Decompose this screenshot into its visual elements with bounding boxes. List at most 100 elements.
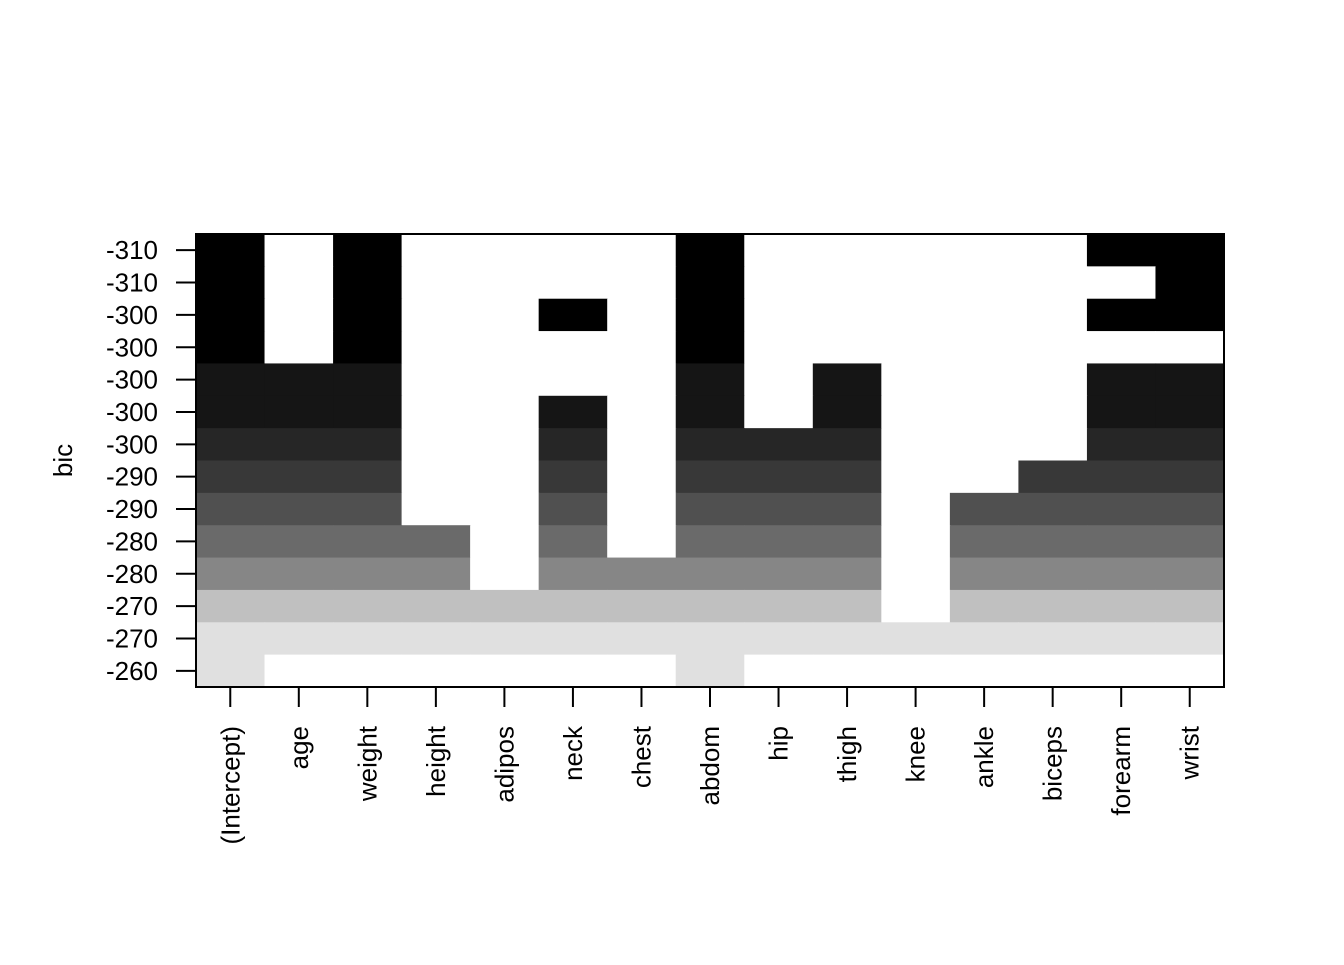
heatmap-cell [812, 525, 882, 559]
heatmap-cell [538, 363, 608, 397]
heatmap-cell [264, 266, 334, 300]
heatmap-cell [812, 234, 882, 267]
heatmap-cell [1086, 460, 1157, 494]
x-tick-label: weight [352, 725, 382, 802]
heatmap-cell [538, 525, 608, 559]
heatmap-cell [401, 460, 471, 494]
heatmap-cell [1155, 492, 1225, 526]
heatmap-cell [1086, 331, 1157, 365]
heatmap-cell [881, 363, 951, 397]
heatmap-cell [812, 557, 882, 591]
heatmap-cell [333, 266, 403, 300]
heatmap-cell [1086, 395, 1157, 429]
heatmap-cell [1086, 363, 1157, 397]
heatmap-cell [264, 589, 334, 623]
heatmap-cell [1155, 428, 1225, 462]
heatmap-cell [196, 622, 266, 656]
y-tick-label: -290 [106, 462, 158, 492]
heatmap-cell [1018, 363, 1088, 397]
heatmap-cell [1155, 589, 1225, 623]
heatmap-cell [607, 589, 677, 623]
y-axis-title: bic [48, 444, 78, 477]
heatmap-cell [812, 589, 882, 623]
heatmap-cell [538, 460, 608, 494]
heatmap-cell [812, 428, 882, 462]
heatmap-cell [196, 266, 266, 300]
heatmap-cell [881, 331, 951, 365]
heatmap-cell [949, 622, 1019, 656]
heatmap-cell [744, 298, 814, 332]
y-tick-label: -260 [106, 656, 158, 686]
heatmap-cell [264, 525, 334, 559]
heatmap-cell [333, 428, 403, 462]
heatmap-cell [881, 557, 951, 591]
y-tick-label: -270 [106, 591, 158, 621]
heatmap-cell [538, 331, 608, 365]
x-tick-label: knee [901, 726, 931, 782]
heatmap-cell [1155, 298, 1225, 332]
heatmap-cell [949, 234, 1019, 267]
heatmap-cell [470, 589, 540, 623]
heatmap-cell [812, 654, 882, 688]
heatmap-cell [744, 428, 814, 462]
heatmap-cell [333, 298, 403, 332]
heatmap-cell [675, 298, 745, 332]
heatmap-cell [1018, 525, 1088, 559]
heatmap-cell [196, 654, 266, 688]
heatmap-cell [1018, 654, 1088, 688]
heatmap-cell [881, 298, 951, 332]
heatmap-cell [538, 234, 608, 267]
heatmap-cell [1086, 589, 1157, 623]
heatmap-cell [744, 654, 814, 688]
heatmap-cell [949, 266, 1019, 300]
heatmap-cell [333, 622, 403, 656]
x-tick-label: age [284, 726, 314, 769]
heatmap-cell [470, 363, 540, 397]
heatmap-cell [607, 428, 677, 462]
heatmap-cell [744, 331, 814, 365]
heatmap-cell [401, 363, 471, 397]
heatmap-cell [607, 234, 677, 267]
heatmap-cell [607, 460, 677, 494]
heatmap-cell [675, 234, 745, 267]
heatmap-cell [538, 557, 608, 591]
y-tick-label: -280 [106, 559, 158, 589]
heatmap-cell [881, 428, 951, 462]
heatmap-cell [1155, 266, 1225, 300]
y-tick-label: -300 [106, 365, 158, 395]
heatmap-cell [264, 460, 334, 494]
x-tick-label: chest [626, 725, 656, 788]
heatmap-cell [1018, 589, 1088, 623]
heatmap-cell [675, 266, 745, 300]
heatmap-cell [470, 557, 540, 591]
heatmap-cell [812, 331, 882, 365]
heatmap-cell [881, 266, 951, 300]
heatmap-cell [675, 525, 745, 559]
heatmap-cell [675, 428, 745, 462]
heatmap-cell [1086, 234, 1157, 267]
heatmap-cell [196, 298, 266, 332]
x-tick-label: abdom [695, 726, 725, 806]
heatmap-cell [196, 331, 266, 365]
heatmap-cell [264, 654, 334, 688]
heatmap-cell [333, 589, 403, 623]
heatmap-cell [196, 428, 266, 462]
heatmap-cell [1155, 654, 1225, 688]
heatmap-cell [607, 298, 677, 332]
y-tick-label: -310 [106, 235, 158, 265]
heatmap-cell [812, 492, 882, 526]
heatmap-cell [333, 234, 403, 267]
heatmap-cell [401, 589, 471, 623]
heatmap-cell [1018, 622, 1088, 656]
heatmap-cell [881, 395, 951, 429]
heatmap-cell [1018, 395, 1088, 429]
heatmap-cell [401, 298, 471, 332]
heatmap-cell [538, 395, 608, 429]
y-tick-label: -280 [106, 526, 158, 556]
heatmap-cell [264, 395, 334, 429]
heatmap-cell [1155, 460, 1225, 494]
heatmap-cell [401, 654, 471, 688]
heatmap-cell [607, 363, 677, 397]
heatmap-cell [401, 492, 471, 526]
heatmap-cell [1155, 622, 1225, 656]
